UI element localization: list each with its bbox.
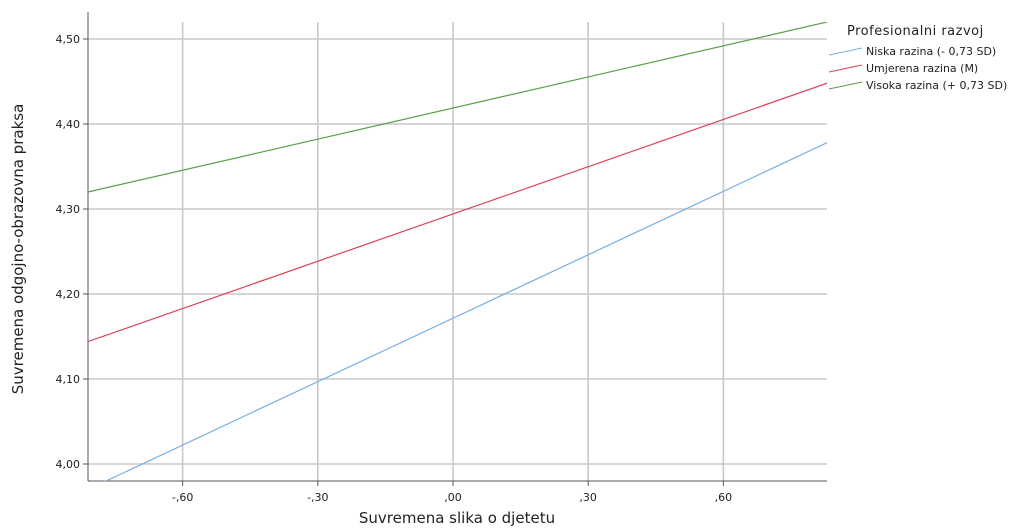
x-tick-label: -,60 [172, 491, 193, 504]
y-tick-label: 4,00 [56, 458, 81, 471]
y-axis-title: Suvremena odgojno-obrazovna praksa [9, 104, 27, 395]
x-axis-title: Suvremena slika o djetetu [359, 509, 555, 527]
y-tick-label: 4,20 [56, 288, 81, 301]
y-tick-label: 4,30 [56, 203, 81, 216]
legend-swatch [828, 64, 863, 73]
x-tick-label: ,30 [579, 491, 597, 504]
legend-label: Niska razina (- 0,73 SD) [866, 45, 996, 58]
y-tick-label: 4,50 [56, 33, 81, 46]
series-line-1 [104, 142, 827, 481]
tick-labels: -,60 -,30 ,00 ,30 ,60 4,00 4,10 4,20 4,30 4,40 4,5… [56, 33, 733, 504]
legend: Profesionalni razvoj Niska razina (- 0,7… [828, 24, 1007, 92]
series-lines [88, 22, 827, 481]
series-line-3 [88, 22, 827, 193]
legend-swatch [828, 47, 863, 56]
x-tick-label: ,60 [715, 491, 733, 504]
x-tick-label: -,30 [307, 491, 328, 504]
series-line-2 [88, 82, 827, 343]
legend-label: Umjerena razina (M) [866, 62, 978, 75]
x-tick-label: ,00 [444, 491, 462, 504]
y-tick-label: 4,40 [56, 118, 81, 131]
legend-swatch [828, 81, 863, 90]
legend-items: Niska razina (- 0,73 SD) Umjerena razina … [828, 45, 1007, 92]
axes [87, 12, 827, 482]
y-tick-label: 4,10 [56, 373, 81, 386]
grid [88, 22, 827, 481]
legend-label: Visoka razina (+ 0,73 SD) [866, 79, 1007, 92]
legend-title: Profesionalni razvoj [847, 24, 984, 39]
